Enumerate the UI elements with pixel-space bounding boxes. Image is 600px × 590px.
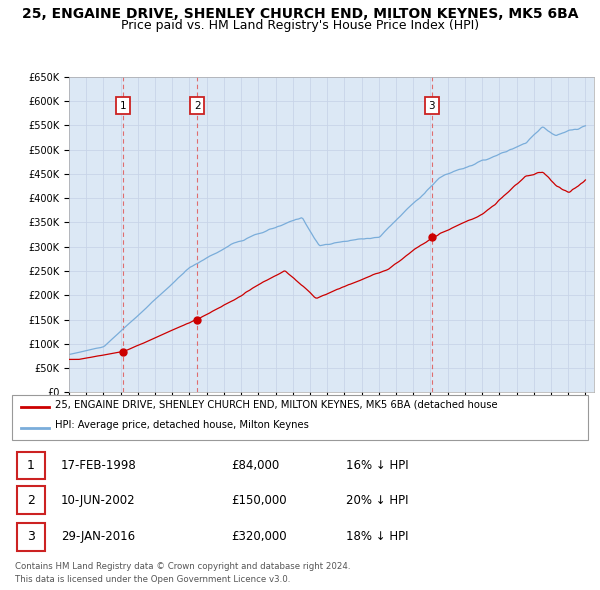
Text: 3: 3	[428, 101, 435, 111]
Text: 20% ↓ HPI: 20% ↓ HPI	[346, 493, 409, 507]
Text: 2: 2	[27, 493, 35, 507]
Text: Contains HM Land Registry data © Crown copyright and database right 2024.: Contains HM Land Registry data © Crown c…	[15, 562, 350, 571]
Text: 29-JAN-2016: 29-JAN-2016	[61, 530, 135, 543]
Text: Price paid vs. HM Land Registry's House Price Index (HPI): Price paid vs. HM Land Registry's House …	[121, 19, 479, 32]
Text: 3: 3	[27, 530, 35, 543]
Text: 1: 1	[119, 101, 126, 111]
Text: This data is licensed under the Open Government Licence v3.0.: This data is licensed under the Open Gov…	[15, 575, 290, 584]
FancyBboxPatch shape	[17, 523, 46, 550]
Text: HPI: Average price, detached house, Milton Keynes: HPI: Average price, detached house, Milt…	[55, 420, 309, 430]
Text: £84,000: £84,000	[231, 459, 279, 472]
Text: 16% ↓ HPI: 16% ↓ HPI	[346, 459, 409, 472]
Text: 1: 1	[27, 459, 35, 472]
Text: £150,000: £150,000	[231, 493, 287, 507]
Text: 18% ↓ HPI: 18% ↓ HPI	[346, 530, 409, 543]
FancyBboxPatch shape	[17, 486, 46, 514]
Text: 17-FEB-1998: 17-FEB-1998	[61, 459, 137, 472]
Text: 25, ENGAINE DRIVE, SHENLEY CHURCH END, MILTON KEYNES, MK5 6BA: 25, ENGAINE DRIVE, SHENLEY CHURCH END, M…	[22, 7, 578, 21]
Text: 2: 2	[194, 101, 200, 111]
FancyBboxPatch shape	[17, 452, 46, 479]
Text: 25, ENGAINE DRIVE, SHENLEY CHURCH END, MILTON KEYNES, MK5 6BA (detached house: 25, ENGAINE DRIVE, SHENLEY CHURCH END, M…	[55, 399, 498, 409]
Text: £320,000: £320,000	[231, 530, 287, 543]
Text: 10-JUN-2002: 10-JUN-2002	[61, 493, 136, 507]
